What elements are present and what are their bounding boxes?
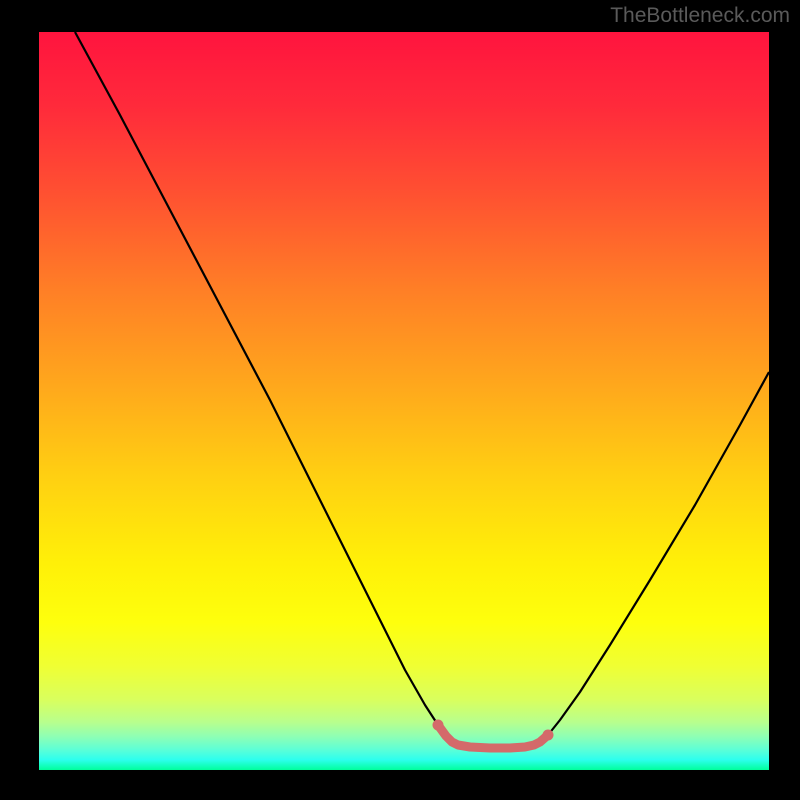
chart-container: TheBottleneck.com: [0, 0, 800, 800]
highlight-endpoint-dot: [433, 720, 444, 731]
attribution-label: TheBottleneck.com: [610, 4, 790, 28]
plot-background: [39, 32, 769, 770]
highlight-endpoint-dot: [543, 730, 554, 741]
chart-svg: [0, 0, 800, 800]
